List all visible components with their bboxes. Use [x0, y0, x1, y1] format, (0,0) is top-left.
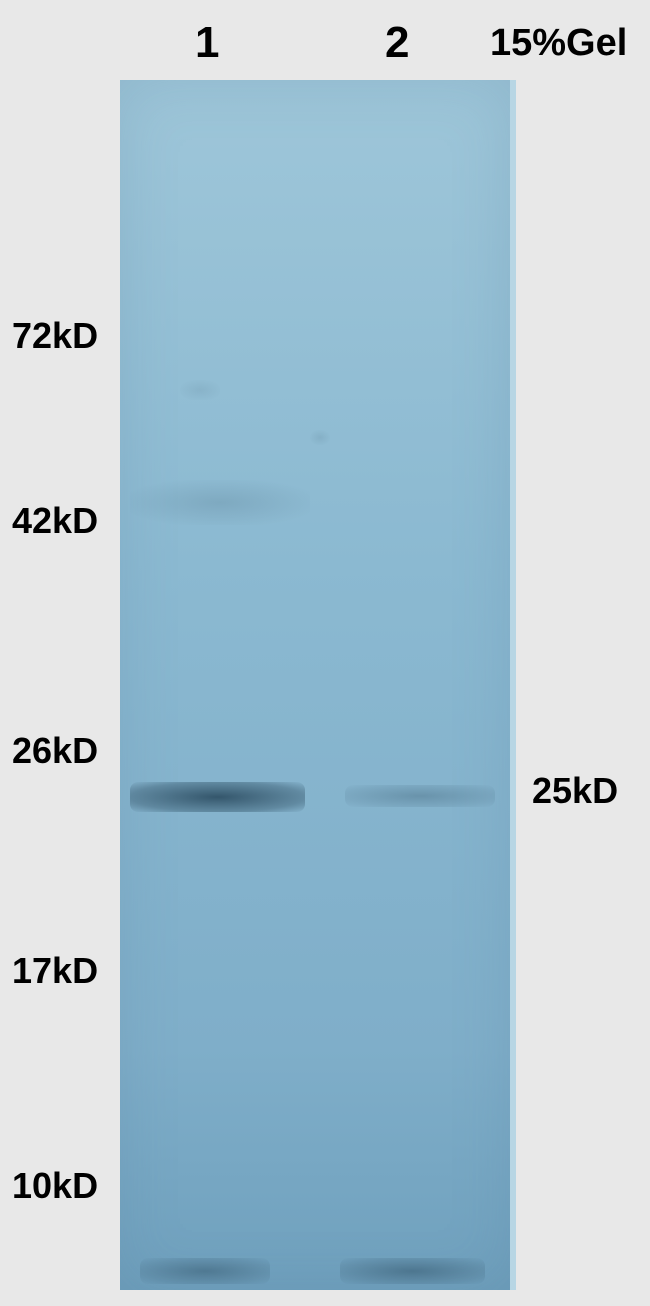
- ladder-72kd: 72kD: [12, 315, 98, 357]
- band-lane2-25kd: [345, 785, 495, 807]
- lane-label-2: 2: [385, 18, 409, 68]
- figure-container: 1 2 15%Gel 72kD 42kD 26kD 17kD 10kD 25kD: [0, 0, 650, 1306]
- ladder-26kd: 26kD: [12, 730, 98, 772]
- dye-front-lane2: [340, 1258, 485, 1284]
- dye-front-lane1: [140, 1258, 270, 1284]
- gel-percent-label: 15%Gel: [490, 22, 627, 65]
- speck-2: [310, 430, 330, 445]
- ladder-17kd: 17kD: [12, 950, 98, 992]
- ladder-10kd: 10kD: [12, 1165, 98, 1207]
- blot-right-edge: [510, 80, 516, 1290]
- lane-label-1: 1: [195, 18, 219, 68]
- smudge-lane1-42kd: [130, 480, 310, 525]
- ladder-42kd: 42kD: [12, 500, 98, 542]
- annotation-25kd: 25kD: [532, 770, 618, 812]
- band-lane1-25kd: [130, 782, 305, 812]
- speck-1: [180, 380, 220, 400]
- blot-membrane: [120, 80, 510, 1290]
